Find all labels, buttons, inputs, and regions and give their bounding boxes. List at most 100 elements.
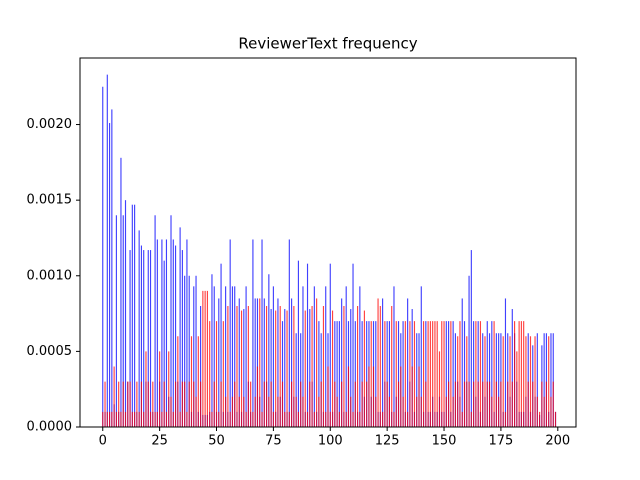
bar — [220, 263, 222, 427]
bar — [231, 396, 234, 427]
bar — [409, 321, 411, 427]
bar — [416, 333, 418, 427]
bar — [552, 381, 554, 427]
bar — [545, 333, 547, 427]
bar — [247, 306, 249, 427]
bar — [245, 286, 247, 427]
x-tick-label: 125 — [375, 434, 400, 449]
bar — [145, 351, 147, 427]
bar — [438, 351, 441, 427]
bar — [407, 411, 409, 427]
bar — [193, 381, 195, 427]
bar — [154, 215, 156, 427]
bar — [325, 411, 327, 427]
bar — [345, 411, 347, 427]
bar — [252, 239, 254, 427]
bar — [295, 333, 297, 427]
bar — [443, 321, 445, 427]
bar — [366, 381, 368, 427]
bar — [284, 411, 286, 427]
bar — [370, 321, 372, 427]
bar — [404, 321, 406, 427]
bar — [352, 263, 354, 427]
bar — [209, 321, 211, 427]
bar — [393, 411, 395, 427]
bar — [486, 321, 488, 427]
bar — [488, 381, 491, 427]
bar — [250, 381, 252, 427]
bar — [350, 396, 352, 427]
bar — [436, 321, 438, 427]
bar — [149, 411, 152, 427]
bar — [270, 381, 272, 427]
bar — [320, 381, 322, 427]
bar — [300, 333, 302, 427]
bar — [354, 381, 356, 427]
bar — [361, 321, 363, 427]
bar — [147, 381, 149, 427]
bar — [457, 336, 459, 427]
bar — [402, 321, 404, 427]
bar — [325, 286, 327, 427]
bar — [391, 306, 393, 427]
bar — [281, 321, 284, 427]
bar — [238, 396, 240, 427]
bar — [491, 321, 493, 427]
bar — [179, 411, 181, 427]
bar — [527, 333, 529, 427]
bar — [277, 396, 279, 427]
bar — [252, 411, 254, 427]
bar — [539, 411, 541, 427]
bar — [184, 275, 186, 427]
bar — [193, 286, 195, 427]
bar — [225, 286, 227, 427]
bar — [375, 396, 377, 427]
bar — [186, 411, 188, 427]
bar — [331, 310, 334, 427]
bar — [213, 381, 215, 427]
bar — [336, 396, 338, 427]
bar — [156, 411, 158, 427]
bar — [143, 250, 145, 427]
bar — [177, 336, 179, 427]
bar — [106, 411, 108, 427]
bar — [359, 286, 361, 427]
bar — [120, 411, 122, 427]
bar — [202, 290, 204, 427]
bar — [527, 381, 529, 427]
bar — [372, 366, 375, 427]
bar — [102, 86, 104, 427]
bar — [190, 336, 193, 427]
bar — [338, 411, 340, 427]
bar — [463, 381, 466, 427]
bar — [179, 227, 181, 427]
bar — [525, 336, 527, 427]
y-tick-label: 0.0000 — [27, 420, 73, 435]
bar — [375, 321, 377, 427]
bar — [256, 298, 259, 427]
bar — [136, 381, 138, 427]
bar — [511, 381, 513, 427]
bar — [493, 321, 495, 427]
bar — [368, 366, 370, 427]
bar — [275, 310, 277, 427]
bar — [188, 275, 190, 427]
bar — [541, 381, 543, 427]
bar — [363, 310, 365, 427]
bar — [218, 298, 220, 427]
chart-title: ReviewerText frequency — [238, 35, 417, 53]
bar — [204, 290, 206, 427]
bar — [352, 411, 354, 427]
bar — [454, 381, 456, 427]
bar — [161, 411, 163, 427]
bar — [161, 239, 163, 427]
bar — [286, 310, 288, 427]
bar — [165, 411, 168, 427]
bar — [134, 204, 136, 427]
bar — [309, 381, 311, 427]
bar — [263, 381, 265, 427]
bar — [536, 333, 538, 427]
bar — [181, 250, 183, 427]
bar — [188, 381, 190, 427]
bar — [211, 274, 213, 427]
